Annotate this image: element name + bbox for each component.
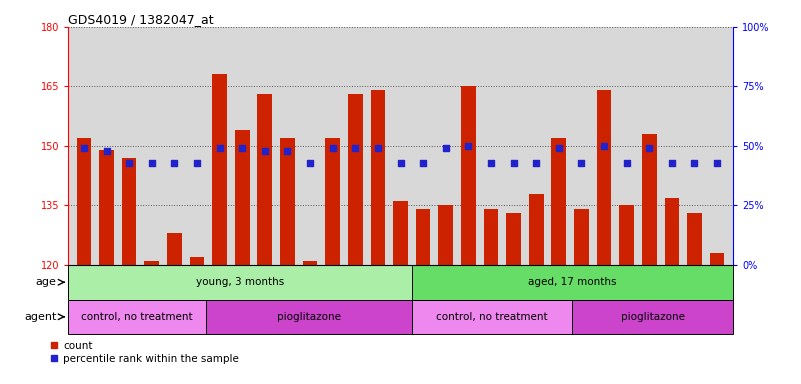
Bar	[122, 158, 136, 265]
Point	[688, 159, 701, 166]
Point	[326, 145, 339, 151]
Point	[100, 147, 113, 154]
Point	[394, 159, 407, 166]
Bar	[574, 209, 589, 265]
Bar	[325, 138, 340, 265]
Point	[259, 147, 272, 154]
Bar	[393, 202, 408, 265]
Bar	[257, 94, 272, 265]
Legend: count, percentile rank within the sample: count, percentile rank within the sample	[46, 337, 243, 368]
Point	[417, 159, 429, 166]
Point	[372, 145, 384, 151]
Text: control, no treatment: control, no treatment	[81, 312, 193, 322]
Point	[235, 145, 248, 151]
Bar	[416, 209, 430, 265]
Point	[281, 147, 294, 154]
Bar	[665, 197, 679, 265]
Point	[643, 145, 656, 151]
Bar	[206, 300, 412, 334]
Bar	[619, 205, 634, 265]
Point	[168, 159, 181, 166]
Bar	[412, 300, 573, 334]
Bar	[77, 138, 91, 265]
Bar	[348, 94, 363, 265]
Bar	[551, 138, 566, 265]
Bar	[303, 261, 317, 265]
Point	[78, 145, 91, 151]
Bar	[687, 214, 702, 265]
Bar	[597, 90, 611, 265]
Point	[553, 145, 566, 151]
Bar	[642, 134, 657, 265]
Bar	[280, 138, 295, 265]
Bar	[529, 194, 544, 265]
Text: pioglitazone: pioglitazone	[277, 312, 340, 322]
Point	[666, 159, 678, 166]
Bar	[190, 257, 204, 265]
Point	[439, 145, 452, 151]
Bar	[167, 233, 182, 265]
Bar	[212, 74, 227, 265]
Bar	[710, 253, 724, 265]
Point	[575, 159, 588, 166]
Point	[304, 159, 316, 166]
Point	[598, 143, 610, 149]
Bar	[506, 214, 521, 265]
Point	[485, 159, 497, 166]
Text: young, 3 months: young, 3 months	[196, 277, 284, 287]
Bar	[412, 265, 733, 300]
Point	[462, 143, 475, 149]
Text: age: age	[36, 277, 57, 287]
Point	[145, 159, 158, 166]
Point	[620, 159, 633, 166]
Bar	[68, 265, 412, 300]
Bar	[461, 86, 476, 265]
Bar	[235, 130, 250, 265]
Point	[710, 159, 723, 166]
Bar	[573, 300, 733, 334]
Bar	[144, 261, 159, 265]
Point	[191, 159, 203, 166]
Text: control, no treatment: control, no treatment	[437, 312, 548, 322]
Text: GDS4019 / 1382047_at: GDS4019 / 1382047_at	[68, 13, 214, 26]
Point	[349, 145, 362, 151]
Point	[507, 159, 520, 166]
Text: pioglitazone: pioglitazone	[621, 312, 685, 322]
Text: agent: agent	[24, 312, 57, 322]
Point	[529, 159, 542, 166]
Bar	[371, 90, 385, 265]
Bar	[99, 150, 114, 265]
Point	[213, 145, 226, 151]
Bar	[68, 300, 206, 334]
Bar	[484, 209, 498, 265]
Text: aged, 17 months: aged, 17 months	[528, 277, 617, 287]
Point	[123, 159, 135, 166]
Bar	[438, 205, 453, 265]
